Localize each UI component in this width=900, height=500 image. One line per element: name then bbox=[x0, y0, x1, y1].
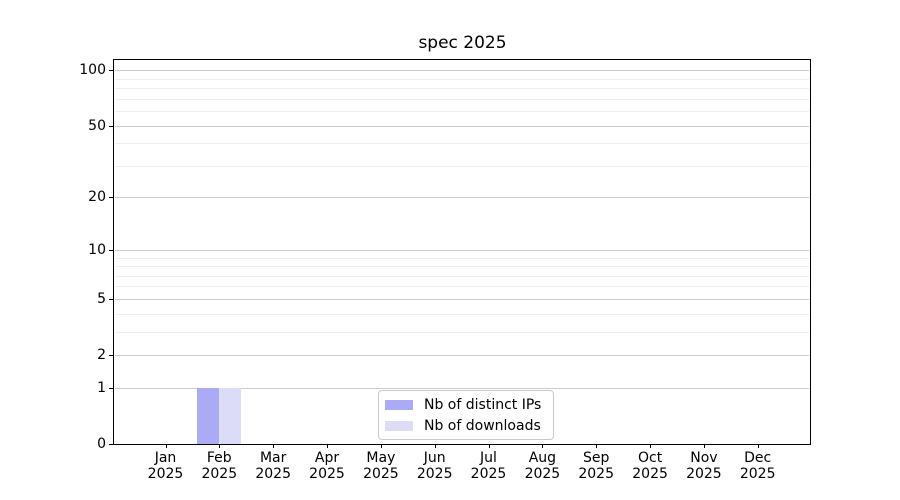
y-tick-mark bbox=[109, 70, 113, 72]
x-tick-mark bbox=[165, 444, 167, 448]
x-tick-mark bbox=[327, 444, 328, 448]
x-tick-year: 2025 bbox=[524, 466, 561, 482]
major-gridline bbox=[115, 70, 809, 72]
x-tick-mark bbox=[380, 444, 382, 448]
minor-gridline bbox=[115, 257, 809, 259]
y-tick-mark bbox=[109, 197, 113, 199]
x-tick-label: Sep 2025 bbox=[556, 450, 636, 482]
major-gridline bbox=[115, 249, 809, 251]
x-tick-mark bbox=[703, 444, 705, 448]
x-tick-label: Apr 2025 bbox=[287, 450, 367, 482]
y-tick-mark bbox=[109, 444, 113, 445]
minor-gridline bbox=[115, 266, 809, 267]
bar-nb-of-distinct-ips bbox=[197, 387, 220, 444]
x-tick-label: Aug 2025 bbox=[502, 450, 582, 482]
x-tick-mark bbox=[757, 444, 759, 448]
x-tick-year: 2025 bbox=[739, 466, 776, 482]
minor-gridline bbox=[115, 275, 809, 277]
y-tick-label: 5 bbox=[97, 290, 106, 307]
minor-gridline bbox=[115, 111, 809, 113]
legend-item-downloads: Nb of downloads bbox=[385, 417, 541, 434]
x-tick-year: 2025 bbox=[363, 466, 399, 482]
x-tick-label: Oct 2025 bbox=[610, 450, 690, 482]
x-tick-label: Mar 2025 bbox=[233, 450, 313, 482]
x-tick-year: 2025 bbox=[632, 466, 668, 482]
minor-gridline bbox=[115, 313, 809, 315]
x-tick-year: 2025 bbox=[309, 466, 345, 482]
major-gridline bbox=[115, 355, 809, 356]
chart-title: spec 2025 bbox=[418, 33, 507, 53]
x-tick-year: 2025 bbox=[201, 466, 238, 482]
y-tick-label: 0 bbox=[97, 436, 106, 452]
major-gridline bbox=[115, 387, 809, 389]
x-tick-year: 2025 bbox=[416, 466, 453, 482]
x-tick-label: May 2025 bbox=[341, 450, 421, 482]
x-tick-mark bbox=[434, 444, 436, 448]
major-gridline bbox=[115, 298, 809, 300]
x-tick-label: Jul 2025 bbox=[449, 450, 529, 482]
y-tick-label: 100 bbox=[79, 62, 106, 79]
minor-gridline bbox=[115, 331, 809, 333]
y-tick-label: 20 bbox=[88, 189, 106, 206]
x-tick-mark bbox=[596, 444, 598, 448]
minor-gridline bbox=[115, 143, 809, 145]
x-tick-label: Feb 2025 bbox=[179, 450, 259, 482]
legend: Nb of distinct IPs Nb of downloads bbox=[378, 390, 555, 440]
legend-swatch-distinct-ips bbox=[385, 399, 413, 410]
legend-item-distinct-ips: Nb of distinct IPs bbox=[385, 396, 542, 413]
y-tick-mark bbox=[109, 125, 113, 127]
x-tick-year: 2025 bbox=[255, 466, 291, 482]
y-tick-label: 1 bbox=[97, 379, 106, 396]
y-tick-mark bbox=[109, 298, 113, 300]
legend-swatch-downloads bbox=[385, 420, 413, 431]
x-tick-label: Dec 2025 bbox=[718, 450, 798, 482]
x-tick-label: Jan 2025 bbox=[126, 450, 206, 482]
plot-area bbox=[113, 59, 811, 445]
y-tick-mark bbox=[109, 387, 113, 389]
legend-label-distinct-ips: Nb of distinct IPs bbox=[424, 396, 542, 413]
x-tick-mark bbox=[542, 444, 544, 448]
minor-gridline bbox=[115, 88, 809, 90]
x-tick-label: Jun 2025 bbox=[395, 450, 475, 482]
legend-label-downloads: Nb of downloads bbox=[424, 417, 541, 434]
y-tick-label: 2 bbox=[97, 347, 106, 363]
y-tick-mark bbox=[109, 249, 113, 251]
y-tick-label: 50 bbox=[88, 117, 106, 134]
x-tick-year: 2025 bbox=[470, 466, 507, 482]
x-tick-year: 2025 bbox=[578, 466, 614, 482]
x-tick-mark bbox=[273, 444, 275, 448]
x-tick-mark bbox=[219, 444, 221, 448]
minor-gridline bbox=[115, 78, 809, 80]
minor-gridline bbox=[115, 286, 809, 288]
minor-gridline bbox=[115, 165, 809, 167]
x-tick-year: 2025 bbox=[147, 466, 184, 482]
bar-nb-of-downloads bbox=[219, 387, 242, 444]
x-tick-year: 2025 bbox=[686, 466, 722, 482]
x-tick-label: Nov 2025 bbox=[664, 450, 744, 482]
y-tick-label: 10 bbox=[88, 241, 106, 258]
x-tick-mark bbox=[488, 444, 490, 448]
minor-gridline bbox=[115, 98, 809, 100]
major-gridline bbox=[115, 125, 809, 127]
y-tick-mark bbox=[109, 355, 113, 356]
x-tick-mark bbox=[650, 444, 652, 448]
major-gridline bbox=[115, 197, 809, 199]
